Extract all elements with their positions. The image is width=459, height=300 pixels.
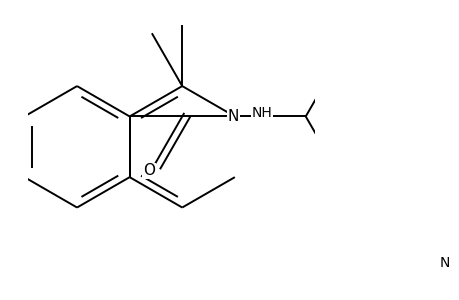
Text: O: O (143, 164, 155, 178)
Text: N: N (227, 109, 238, 124)
Text: N: N (438, 256, 449, 270)
Text: NH: NH (252, 106, 272, 120)
